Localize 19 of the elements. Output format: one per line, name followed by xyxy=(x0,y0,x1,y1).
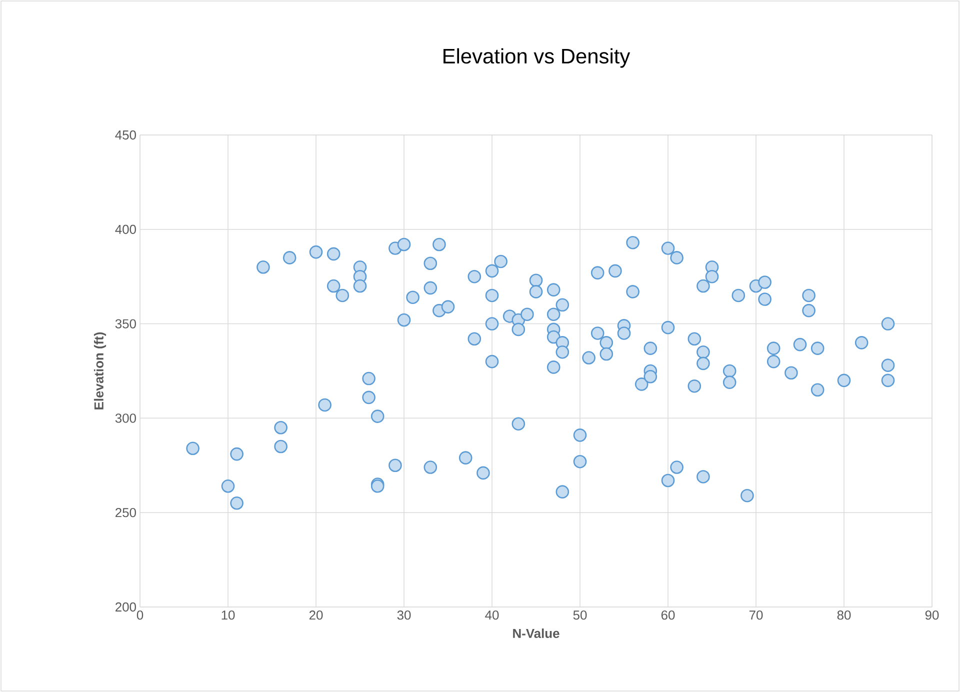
x-tick-label: 40 xyxy=(485,610,499,620)
y-tick-label: 450 xyxy=(115,130,136,140)
y-tick-label: 300 xyxy=(115,414,136,423)
x-tick-label: 0 xyxy=(136,610,144,620)
x-tick-label: 50 xyxy=(573,610,587,620)
x-axis-title: N-Value xyxy=(513,628,560,638)
x-tick-label: 70 xyxy=(749,610,763,620)
chart-title: Elevation vs Density xyxy=(444,48,630,68)
y-tick-label: 400 xyxy=(115,224,136,234)
y-tick-label: 250 xyxy=(116,508,136,518)
y-tick-label: 200 xyxy=(116,602,136,612)
x-tick-label: 10 xyxy=(222,610,235,620)
x-tick-label: 20 xyxy=(309,610,323,620)
x-tick-label: 80 xyxy=(837,610,851,620)
y-axis-title: Elevation (ft) xyxy=(94,332,106,410)
x-tick-label: 60 xyxy=(661,610,675,620)
x-tick-label: 90 xyxy=(925,610,939,620)
x-tick-label: 30 xyxy=(397,610,411,620)
y-tick-label: 350 xyxy=(115,319,136,328)
